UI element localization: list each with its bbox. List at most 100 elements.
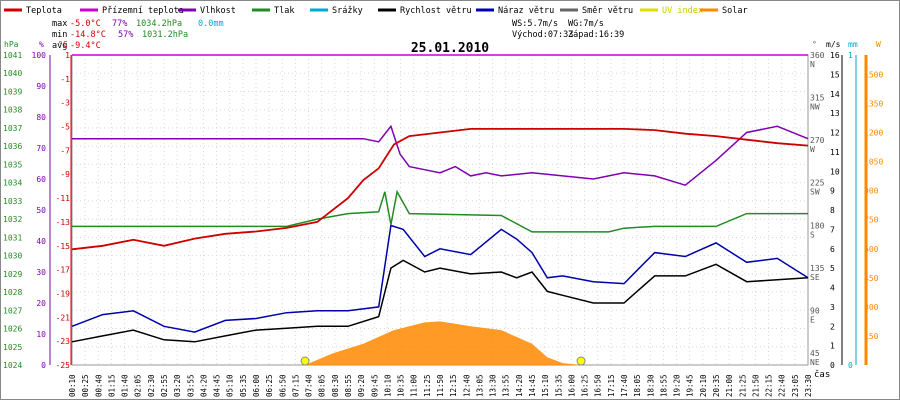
tick-label-dir: 270: [810, 136, 825, 145]
tick-label-ms: 11: [830, 148, 840, 157]
stat-sunrise: Východ:07:33: [512, 30, 573, 40]
tick-label-mm: 0: [848, 361, 853, 370]
tick-label-time: 01:40: [121, 374, 130, 397]
series-temperature: [71, 127, 809, 251]
stat-precip: 0.0mm: [198, 19, 224, 29]
tick-label-hpa: 1025: [3, 343, 22, 352]
tick-label-time: 18:55: [659, 374, 668, 397]
legend-label: Srážky: [332, 6, 363, 16]
tick-label-pct: 10: [36, 330, 46, 339]
tick-label-dir-name: NE: [810, 358, 820, 367]
tick-label-hpa: 1038: [3, 106, 22, 115]
tick-label-pct: 70: [36, 144, 46, 153]
tick-label-dir-name: S: [810, 230, 815, 239]
tick-label-time: 17:15: [607, 374, 616, 397]
tick-label-time: 05:35: [239, 374, 248, 397]
legend-label: Tlak: [274, 6, 294, 16]
tick-label-hpa: 1037: [3, 124, 22, 133]
sunrise-marker: [300, 356, 310, 366]
tick-label-ms: 6: [830, 245, 835, 254]
tick-label-time: 16:50: [594, 374, 603, 397]
tick-label-degc: -21: [56, 313, 71, 322]
tick-label-dir: 315: [810, 94, 825, 103]
tick-label-degc: -3: [60, 99, 70, 108]
tick-label-time: 09:20: [357, 374, 366, 397]
tick-label-hpa: 1034: [3, 179, 22, 188]
tick-label-degc: -7: [60, 146, 70, 155]
tick-label-degc: -23: [56, 337, 71, 346]
tick-label-time: 18:05: [633, 374, 642, 397]
stats-block: max -5.0°C 77% 1034.2hPa 0.0mm min -14.8…: [52, 19, 624, 51]
tick-label-time: 23:30: [804, 374, 813, 397]
tick-label-pct: 0: [41, 361, 46, 370]
tick-label-dir: 180: [810, 221, 825, 230]
tick-label-ms: 2: [830, 322, 835, 331]
tick-label-time: 21:25: [738, 374, 747, 397]
tick-label-time: 04:45: [213, 374, 222, 397]
tick-label-w: 900: [864, 187, 879, 196]
tick-label-time: 15:35: [554, 374, 563, 397]
tick-label-ms: 1: [830, 342, 835, 351]
tick-label-time: 00:25: [81, 374, 90, 397]
tick-label-time: 23:05: [791, 374, 800, 397]
legend-label: Rychlost větru: [400, 6, 472, 16]
stat-max-hum: 77%: [112, 19, 127, 29]
tick-label-degc: -25: [56, 361, 71, 370]
tick-label-time: 02:05: [134, 374, 143, 397]
tick-label-mm: 1: [848, 51, 853, 60]
series-humidity: [72, 124, 809, 187]
stat-avg-temp: -9.4°C: [70, 41, 101, 51]
tick-label-ms: 15: [830, 70, 840, 79]
x-axis-label: čas: [814, 369, 830, 380]
tick-label-dir-name: E: [810, 315, 815, 324]
tick-label-time: 03:20: [173, 374, 182, 397]
stat-min-press: 1031.2hPa: [142, 30, 188, 40]
axes: 1041104010391038103710361035103410331032…: [3, 51, 883, 397]
tick-label-ms: 4: [830, 284, 835, 293]
tick-label-time: 20:35: [712, 374, 721, 397]
tick-label-time: 10:35: [397, 374, 406, 397]
tick-label-ms: 5: [830, 264, 835, 273]
stat-max-label: max: [52, 19, 67, 29]
tick-label-ms: 16: [830, 51, 840, 60]
tick-label-time: 22:15: [765, 374, 774, 397]
tick-label-w: 450: [864, 274, 879, 283]
unit-mm: mm: [848, 40, 858, 49]
tick-label-time: 06:25: [265, 374, 274, 397]
tick-label-pct: 100: [32, 51, 47, 60]
tick-label-hpa: 1031: [3, 233, 22, 242]
tick-label-ms: 12: [830, 129, 840, 138]
tick-label-hpa: 1028: [3, 288, 22, 297]
unit-hpa: hPa: [4, 40, 19, 49]
tick-label-w: 1050: [864, 158, 883, 167]
tick-label-time: 11:25: [423, 374, 432, 397]
tick-label-time: 07:40: [305, 374, 314, 397]
tick-label-time: 08:30: [331, 374, 340, 397]
tick-label-ms: 13: [830, 109, 840, 118]
tick-label-hpa: 1029: [3, 270, 22, 279]
stat-sunset: Západ:16:39: [568, 30, 624, 40]
unit-dir: °: [812, 40, 817, 49]
unit-pct: %: [39, 40, 44, 49]
stat-wg: WG:7m/s: [568, 19, 604, 29]
unit-w: W: [876, 40, 881, 49]
tick-label-pct: 40: [36, 237, 46, 246]
tick-label-hpa: 1039: [3, 87, 22, 96]
tick-label-time: 08:05: [318, 374, 327, 397]
tick-label-ms: 0: [830, 361, 835, 370]
series-solar-area: [305, 321, 582, 365]
tick-label-ms: 7: [830, 225, 835, 234]
legend-label: UV index: [662, 6, 703, 16]
tick-label-time: 12:15: [449, 374, 458, 397]
sunset-marker: [576, 356, 586, 366]
tick-label-hpa: 1030: [3, 252, 22, 261]
tick-label-time: 22:40: [778, 374, 787, 397]
legend-label: Teplota: [26, 6, 62, 16]
tick-label-pct: 60: [36, 175, 46, 184]
stat-max-press: 1034.2hPa: [136, 19, 182, 29]
tick-label-dir: 225: [810, 179, 825, 188]
axis-units: hPa % °C ° m/s mm W: [4, 40, 881, 49]
legend-label: Vlhkost: [200, 6, 236, 16]
tick-label-hpa: 1036: [3, 142, 22, 151]
stat-min-label: min: [52, 30, 67, 40]
